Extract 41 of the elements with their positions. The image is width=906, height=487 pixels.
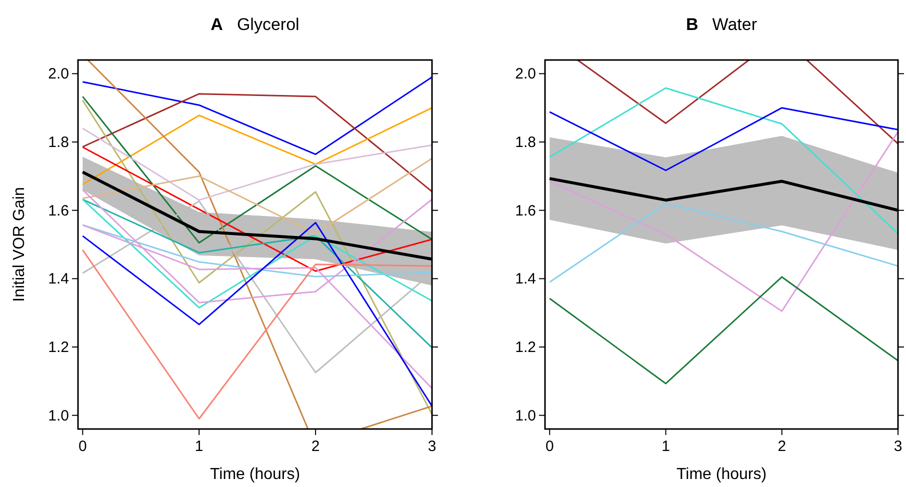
x-tick-label: 3 <box>428 438 436 455</box>
y-tick-label: 1.4 <box>48 270 69 288</box>
y-tick-label: 1.4 <box>515 270 536 288</box>
y-tick-label: 1.0 <box>515 407 536 424</box>
x-axis-title: Time (hours) <box>676 466 767 483</box>
line-series <box>82 128 432 201</box>
y-tick-label: 1.6 <box>48 202 69 220</box>
line-series <box>82 146 432 272</box>
line-series <box>82 96 432 244</box>
y-tick-label: 2.0 <box>48 66 69 83</box>
line-series <box>82 93 432 192</box>
x-tick-label: 2 <box>778 438 786 455</box>
line-series <box>82 198 432 348</box>
line-series <box>82 107 432 186</box>
y-tick-label: 1.2 <box>48 339 69 356</box>
line-series <box>548 202 898 283</box>
line-series <box>82 224 432 278</box>
x-tick-label: 3 <box>894 438 902 455</box>
x-tick-label: 2 <box>311 438 320 455</box>
line-series <box>82 158 432 234</box>
y-tick-label: 1.0 <box>48 407 69 424</box>
line-series <box>82 76 432 156</box>
x-axis-title: Time (hours) <box>210 466 300 483</box>
y-axis-title: Initial VOR Gain <box>11 187 28 302</box>
y-tick-label: 1.8 <box>48 134 69 151</box>
y-tick-label: 1.6 <box>515 202 536 220</box>
line-series <box>82 100 432 416</box>
y-tick-label: 2.0 <box>515 66 536 83</box>
chart-title: A Glycerol <box>210 15 300 34</box>
line-series <box>548 87 898 234</box>
chart-title: B Water <box>686 15 758 34</box>
x-tick-label: 0 <box>545 438 554 455</box>
x-tick-label: 1 <box>194 438 204 455</box>
y-tick-label: 1.2 <box>515 339 536 356</box>
line-series <box>548 276 898 384</box>
line-series <box>548 107 898 172</box>
x-tick-label: 0 <box>78 438 87 455</box>
line-series <box>82 249 432 420</box>
x-tick-label: 1 <box>662 438 670 455</box>
line-series <box>548 131 898 312</box>
y-tick-label: 1.8 <box>515 134 536 151</box>
